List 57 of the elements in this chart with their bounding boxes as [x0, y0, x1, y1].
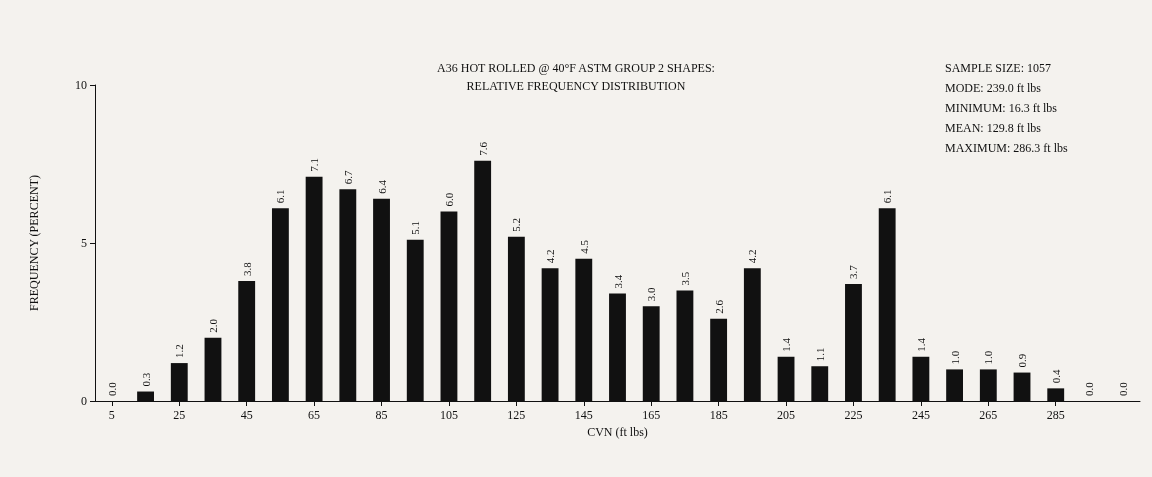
data-label: 0.0: [1117, 381, 1130, 396]
x-tick-label: 165: [642, 408, 661, 422]
x-tick-label: 25: [173, 408, 186, 422]
data-label: 2.0: [206, 318, 219, 333]
data-label: 0.4: [1049, 369, 1062, 384]
data-label: 1.0: [982, 350, 995, 365]
x-tick-label: 85: [375, 408, 388, 422]
y-tick-label: 5: [81, 236, 87, 250]
data-label: 5.2: [510, 217, 523, 232]
x-axis-title: CVN (ft lbs): [587, 424, 648, 439]
data-label: 0.0: [105, 381, 118, 396]
x-tick-label: 225: [844, 408, 863, 422]
y-axis-title: FREQUENCY (PERCENT): [27, 175, 41, 311]
data-label: 7.6: [476, 141, 489, 156]
data-label: 2.6: [712, 299, 725, 314]
x-tick-label: 125: [507, 408, 526, 422]
annotation: MINIMUM: 16.3 ft lbs: [945, 101, 1058, 115]
data-label: 3.8: [240, 261, 253, 276]
x-tick-label: 65: [308, 408, 321, 422]
x-tick-label: 5: [108, 408, 115, 422]
data-label: 0.3: [139, 372, 152, 387]
data-label: 1.2: [173, 344, 186, 359]
data-label: 6.4: [375, 179, 388, 194]
chart-title: A36 HOT ROLLED @ 40°F ASTM GROUP 2 SHAPES: RELATIVE FREQUENCY DISTRIBUTION: [437, 61, 715, 93]
x-tick-label: 185: [709, 408, 728, 422]
x-tick-label: 265: [979, 408, 998, 422]
data-label: 4.5: [577, 239, 590, 254]
data-label: 0.0: [1083, 381, 1096, 396]
data-label: 0.9: [1016, 353, 1029, 368]
data-label: 6.1: [274, 189, 287, 204]
data-label: 4.2: [544, 249, 557, 264]
y-tick-label: 0: [81, 394, 87, 408]
x-tick-label: 245: [911, 408, 930, 422]
data-label: 6.1: [881, 189, 894, 204]
data-label: 3.5: [678, 271, 691, 286]
data-label: 3.0: [645, 286, 658, 302]
data-label: 1.1: [813, 347, 826, 362]
data-label: 1.4: [780, 337, 793, 352]
data-label: 7.1: [308, 157, 321, 172]
data-label: 1.0: [948, 350, 961, 365]
x-tick-label: 105: [439, 408, 458, 422]
x-tick-label: 145: [574, 408, 593, 422]
data-label: 3.7: [847, 264, 860, 280]
x-tick-label: 45: [240, 408, 253, 422]
text: SAMPLE SIZE: 1057: [945, 61, 1052, 75]
annotation: MEAN: 129.8 ft lbs: [945, 121, 1042, 135]
y-tick-label: 10: [75, 78, 87, 92]
data-label: 3.4: [611, 274, 624, 289]
annotation: MODE: 239.0 ft lbs: [945, 81, 1042, 95]
data-label: 5.1: [409, 221, 422, 235]
x-tick-label: 205: [777, 408, 796, 422]
data-label: 1.4: [914, 337, 927, 352]
x-tick-label: 285: [1046, 408, 1065, 422]
data-label: 6.0: [442, 192, 455, 207]
annotation: MAXIMUM: 286.3 ft lbs: [945, 141, 1068, 155]
data-label: 4.2: [746, 249, 759, 264]
data-label: 6.7: [341, 170, 354, 185]
